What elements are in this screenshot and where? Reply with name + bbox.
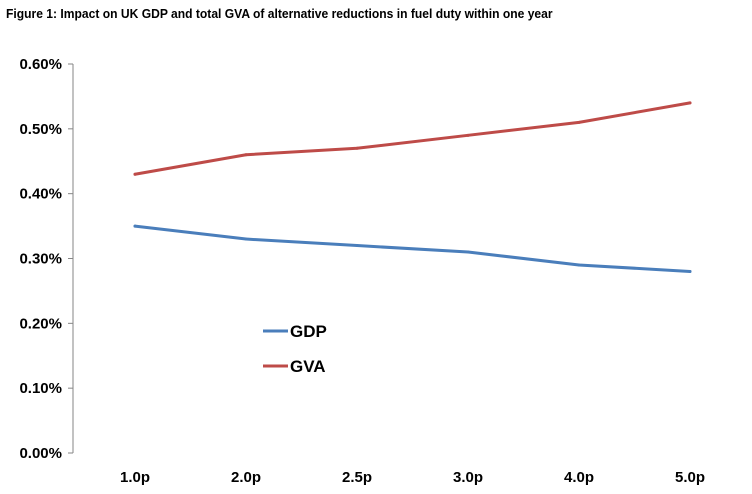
series-line-gdp <box>133 224 692 273</box>
data-point-gva <box>466 133 470 137</box>
chart-series <box>133 101 692 273</box>
x-tick-label: 5.0p <box>675 469 705 486</box>
y-tick-label: 0.50% <box>19 121 62 138</box>
data-point-gva <box>244 153 248 157</box>
data-point-gdp <box>355 244 359 248</box>
x-tick-label: 4.0p <box>564 469 594 486</box>
y-tick-label: 0.10% <box>19 380 62 397</box>
y-tick-label: 0.60% <box>19 56 62 73</box>
y-tick-label: 0.30% <box>19 251 62 268</box>
x-tick-label: 2.5p <box>342 469 372 486</box>
y-axis-ticks: 0.00% 0.10% 0.20% 0.30% 0.40% 0.50% 0.60% <box>19 56 73 462</box>
x-tick-label: 2.0p <box>231 469 261 486</box>
legend-label-gdp: GDP <box>290 322 327 341</box>
data-point-gdp <box>688 269 692 273</box>
legend-label-gva: GVA <box>290 357 326 376</box>
data-point-gdp <box>466 250 470 254</box>
y-tick-label: 0.20% <box>19 315 62 332</box>
figure-title: Figure 1: Impact on UK GDP and total GVA… <box>6 6 553 21</box>
x-axis-ticks: 1.0p 2.0p 2.5p 3.0p 4.0p 5.0p <box>120 469 705 486</box>
x-tick-label: 1.0p <box>120 469 150 486</box>
data-point-gva <box>577 120 581 124</box>
y-tick-label: 0.40% <box>19 186 62 203</box>
data-point-gva <box>355 146 359 150</box>
data-point-gdp <box>133 224 137 228</box>
x-tick-label: 3.0p <box>453 469 483 486</box>
data-point-gva <box>133 172 137 176</box>
data-point-gva <box>688 101 692 105</box>
data-point-gdp <box>577 263 581 267</box>
y-tick-label: 0.00% <box>19 445 62 462</box>
series-line-gva <box>133 101 692 176</box>
chart-legend: GDP GVA <box>263 322 327 376</box>
data-point-gdp <box>244 237 248 241</box>
